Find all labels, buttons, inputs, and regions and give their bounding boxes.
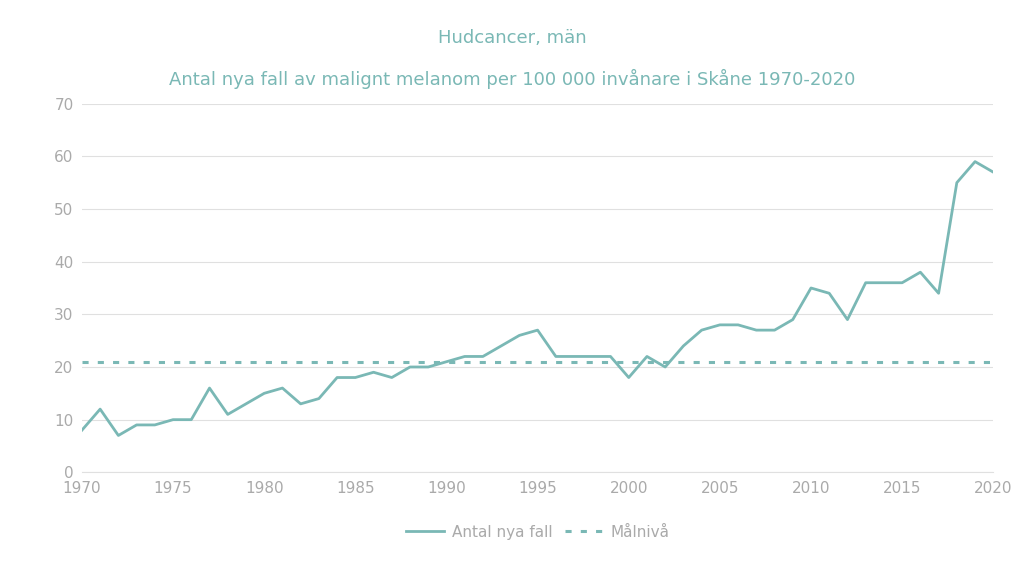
Text: Antal nya fall av malignt melanom per 100 000 invånare i Skåne 1970-2020: Antal nya fall av malignt melanom per 10… — [169, 69, 855, 89]
Legend: Antal nya fall, Målnivå: Antal nya fall, Målnivå — [399, 518, 676, 546]
Text: Hudcancer, män: Hudcancer, män — [437, 29, 587, 47]
